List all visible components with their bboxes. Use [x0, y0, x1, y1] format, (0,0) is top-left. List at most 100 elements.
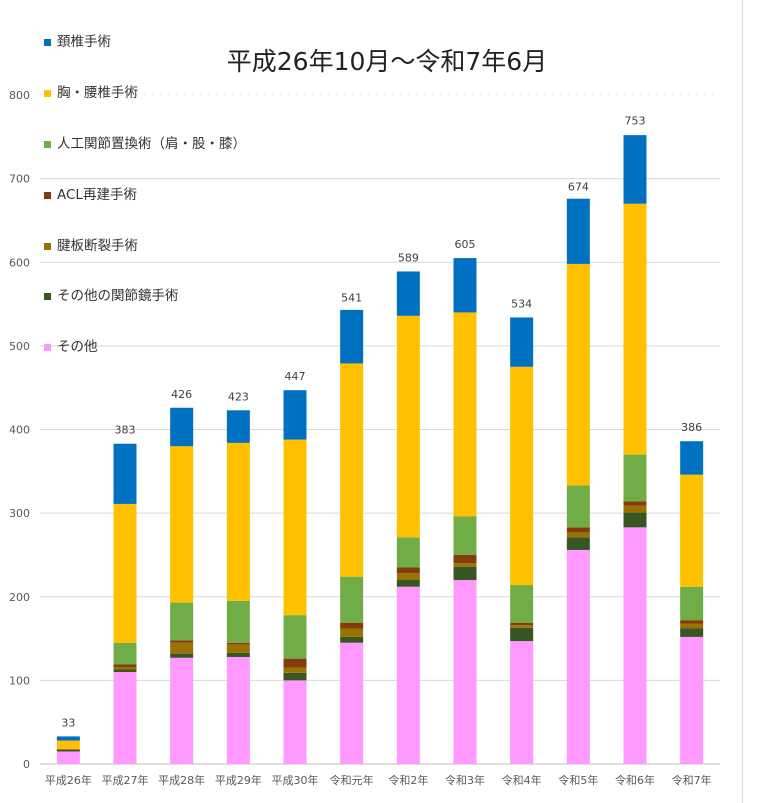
bar-segment [510, 625, 533, 628]
y-tick-label: 800 [9, 89, 30, 102]
legend-label: 頚椎手術 [57, 30, 257, 54]
y-tick-label: 200 [9, 591, 30, 604]
legend-label: 人工関節置換術（肩・股・膝） [57, 132, 257, 156]
bar-segment [114, 672, 137, 764]
legend-label: ACL再建手術 [57, 183, 257, 207]
x-tick-label: 令和元年 [330, 773, 374, 787]
bar-segment [567, 537, 590, 550]
bar-segment [454, 555, 477, 563]
bar-segment [624, 455, 647, 502]
bar-segment [227, 443, 250, 601]
bar-segment [114, 444, 137, 504]
bar-segment [284, 659, 307, 668]
bar-segment [454, 312, 477, 516]
bar-segment [510, 585, 533, 623]
x-tick-label: 令和5年 [558, 773, 598, 787]
bar-segment [114, 667, 137, 670]
bar-segment [227, 601, 250, 643]
x-tick-label: 平成27年 [102, 773, 149, 787]
x-tick-label: 平成28年 [158, 773, 205, 787]
y-tick-label: 600 [9, 256, 30, 269]
bar-segment [57, 741, 80, 749]
legend-item-acl: ACL再建手術 [44, 183, 257, 207]
legend-item-joint-replacement: 人工関節置換術（肩・股・膝） [44, 132, 257, 156]
bar-segment [567, 550, 590, 764]
total-data-label: 753 [625, 114, 646, 127]
bar-segment [340, 637, 363, 643]
bar-segment [624, 204, 647, 455]
legend-item-other: その他 [44, 335, 257, 359]
bar-segment [397, 316, 420, 538]
y-tick-label: 100 [9, 674, 30, 687]
bar-segment [680, 441, 703, 474]
bar-segment [227, 657, 250, 764]
bar-segment [454, 563, 477, 566]
bar-segment [510, 367, 533, 585]
legend-swatch [44, 39, 51, 46]
x-tick-label: 令和6年 [615, 773, 655, 787]
legend-label: 腱板断裂手術 [57, 234, 257, 258]
bar-segment [397, 587, 420, 764]
bar-segment [567, 486, 590, 528]
bar-segment [680, 637, 703, 764]
bar-segment [680, 624, 703, 629]
legend-label: 胸・腰椎手術 [57, 81, 257, 105]
legend-item-thoracolumbar: 胸・腰椎手術 [44, 81, 257, 105]
bar-segment [454, 258, 477, 312]
bar-segment [284, 680, 307, 764]
y-tick-label: 0 [23, 758, 30, 771]
total-data-label: 426 [171, 388, 192, 401]
bar-segment [567, 532, 590, 537]
bar-segment [340, 643, 363, 764]
bar-segment [227, 653, 250, 657]
bar-segment [624, 135, 647, 204]
bar-segment [170, 640, 193, 643]
total-data-label: 589 [398, 251, 419, 264]
legend-item-rotator-cuff: 腱板断裂手術 [44, 234, 257, 258]
bar-segment [227, 410, 250, 443]
bar-segment [567, 264, 590, 486]
total-data-label: 386 [681, 421, 702, 434]
bar-segment [170, 658, 193, 764]
bar-segment [680, 629, 703, 637]
bar-segment [170, 408, 193, 446]
bar-segment [284, 673, 307, 681]
total-data-label: 674 [568, 180, 589, 193]
legend-swatch [44, 90, 51, 97]
bar-segment [454, 516, 477, 554]
x-tick-label: 令和2年 [388, 773, 428, 787]
legend-swatch [44, 243, 51, 250]
x-tick-label: 平成29年 [215, 773, 262, 787]
bar-segment [340, 629, 363, 637]
bar-segment [170, 643, 193, 654]
bar-segment [397, 567, 420, 573]
total-data-label: 605 [455, 238, 476, 251]
bar-segment [397, 537, 420, 567]
bar-segment [397, 580, 420, 587]
bar-segment [510, 628, 533, 641]
bar-segment [57, 749, 80, 750]
x-tick-label: 令和3年 [445, 773, 485, 787]
bar-segment [340, 310, 363, 364]
bar-segment [170, 603, 193, 641]
legend-swatch [44, 344, 51, 351]
bar-segment [624, 527, 647, 764]
legend-item-cervical: 頚椎手術 [44, 30, 257, 54]
bar-segment [680, 475, 703, 587]
bar-segment [284, 668, 307, 673]
x-tick-label: 令和4年 [502, 773, 542, 787]
legend-swatch [44, 141, 51, 148]
bar-segment [114, 664, 137, 667]
bar-segment [680, 620, 703, 623]
bar-segment [170, 446, 193, 602]
bar-segment [340, 577, 363, 623]
bar-segment [397, 271, 420, 315]
bar-segment [340, 363, 363, 576]
legend-swatch [44, 192, 51, 199]
legend-label: その他 [57, 335, 257, 359]
bar-segment [57, 750, 80, 752]
bar-segment [57, 751, 80, 764]
bar-segment [114, 643, 137, 665]
bar-segment [284, 440, 307, 616]
total-data-label: 383 [115, 424, 136, 437]
